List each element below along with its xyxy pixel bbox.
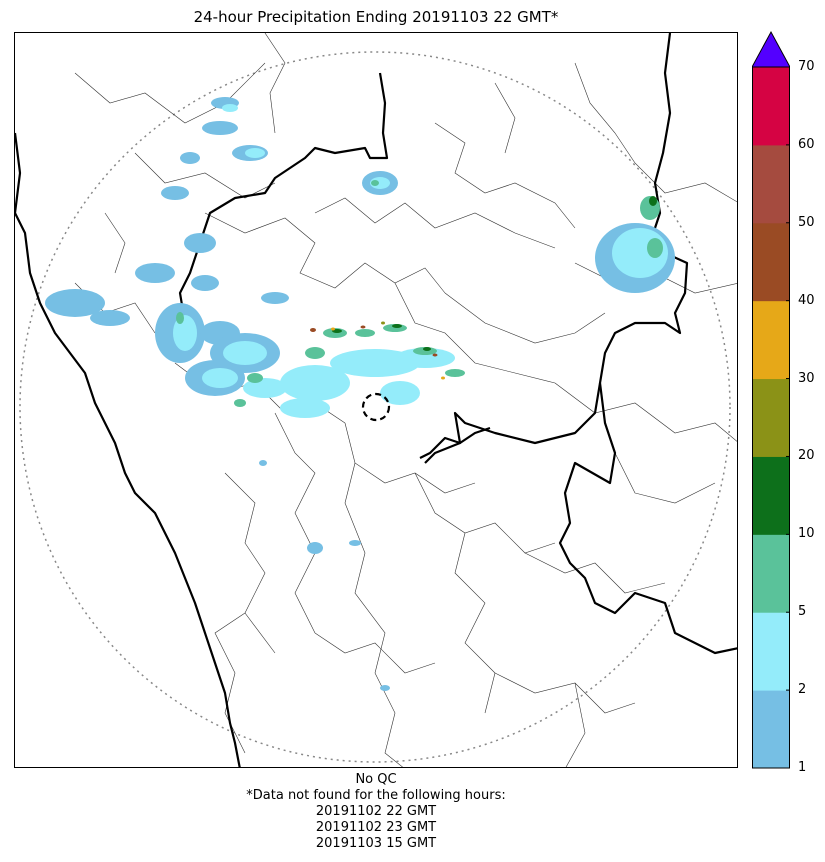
precip-1-2 — [45, 97, 675, 691]
colorbar-tick-label: 40 — [798, 292, 815, 308]
precip-5-10 — [176, 180, 663, 407]
radar-range-ring — [19, 51, 731, 763]
map-canvas — [15, 33, 737, 767]
state-boundaries — [15, 33, 737, 767]
colorbar-tick-label: 1 — [798, 760, 807, 775]
colorbar-tick-label: 5 — [798, 604, 807, 620]
colorbar-tick-label: 2 — [798, 682, 807, 698]
colorbar-tick-label: 10 — [798, 526, 815, 542]
precip-2-5 — [173, 104, 668, 418]
colorbar-overflow-triangle — [752, 30, 790, 68]
colorbar-bin — [752, 378, 790, 457]
colorbar-bin — [752, 456, 790, 535]
colorbar-tick-label: 70 — [798, 59, 815, 74]
precipitation-map — [14, 32, 738, 768]
colorbar-bin — [752, 144, 790, 224]
map-title: 24-hour Precipitation Ending 20191103 22… — [193, 8, 559, 26]
colorbar-bin — [752, 612, 790, 691]
colorbar-tick-label: 20 — [798, 448, 815, 464]
precip-10-20 — [332, 196, 657, 351]
colorbar-tick-label: 60 — [798, 136, 815, 152]
precipitation-colorbar — [752, 30, 790, 769]
colorbar-bin — [752, 690, 790, 769]
missing-hour: 20191103 15 GMT — [315, 836, 437, 851]
missing-data-note: *Data not found for the following hours: — [246, 788, 506, 803]
colorbar-bin — [752, 67, 790, 146]
colorbar-bin — [752, 300, 790, 380]
colorbar-bin — [752, 222, 790, 302]
colorbar-tick-label: 30 — [798, 370, 815, 386]
missing-hour: 20191102 23 GMT — [315, 820, 437, 835]
radar-site-marker — [361, 392, 391, 422]
colorbar-tick-label: 50 — [798, 214, 815, 230]
precip-heavy-spots — [310, 321, 445, 380]
qc-status: No QC — [355, 772, 397, 787]
colorbar-bin — [752, 534, 790, 613]
missing-hour: 20191102 22 GMT — [315, 804, 437, 819]
map-footer: No QC *Data not found for the following … — [0, 772, 752, 852]
